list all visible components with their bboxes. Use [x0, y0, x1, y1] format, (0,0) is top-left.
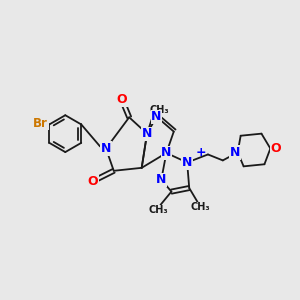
- Text: CH₃: CH₃: [148, 205, 168, 215]
- Text: Br: Br: [34, 117, 48, 130]
- Text: O: O: [116, 93, 127, 106]
- Text: N: N: [156, 173, 166, 186]
- Text: N: N: [182, 156, 192, 169]
- Text: CH₃: CH₃: [190, 202, 210, 212]
- Text: CH₃: CH₃: [149, 105, 169, 115]
- Text: N: N: [152, 110, 162, 123]
- Text: O: O: [88, 175, 98, 188]
- Text: N: N: [161, 146, 172, 160]
- Text: +: +: [196, 146, 206, 159]
- Text: N: N: [142, 127, 152, 140]
- Text: O: O: [270, 142, 281, 155]
- Text: Br: Br: [32, 117, 47, 130]
- Text: N: N: [101, 142, 111, 155]
- Text: N: N: [230, 146, 241, 159]
